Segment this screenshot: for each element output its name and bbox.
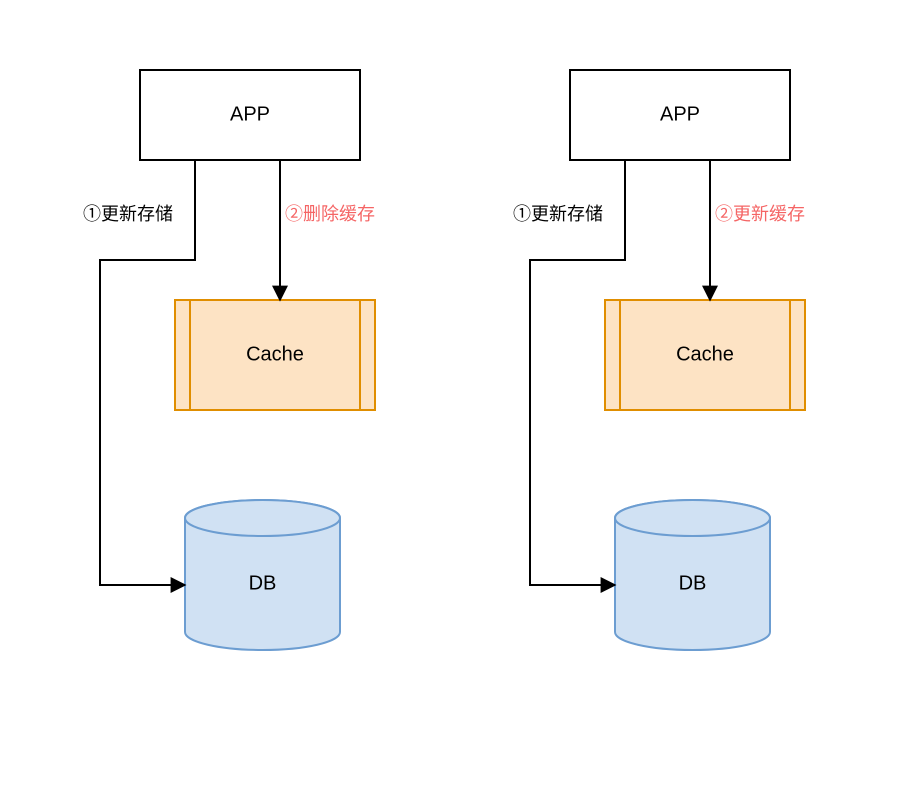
node-label: Cache — [676, 343, 734, 365]
edge-label: ①更新存储 — [83, 204, 173, 224]
node-label: DB — [249, 572, 277, 594]
node-label: APP — [660, 103, 700, 125]
architecture-diagram: APP Cache DB ①更新存储 ②删除缓存 APP Cache DB ①更新存储 ②更新缓存 — [0, 0, 910, 800]
edge-label: ①更新存储 — [513, 204, 603, 224]
edge-label: ②更新缓存 — [715, 204, 805, 224]
node-label: Cache — [246, 343, 304, 365]
node-label: DB — [679, 572, 707, 594]
edge-label: ②删除缓存 — [285, 204, 375, 224]
node-label: APP — [230, 103, 270, 125]
